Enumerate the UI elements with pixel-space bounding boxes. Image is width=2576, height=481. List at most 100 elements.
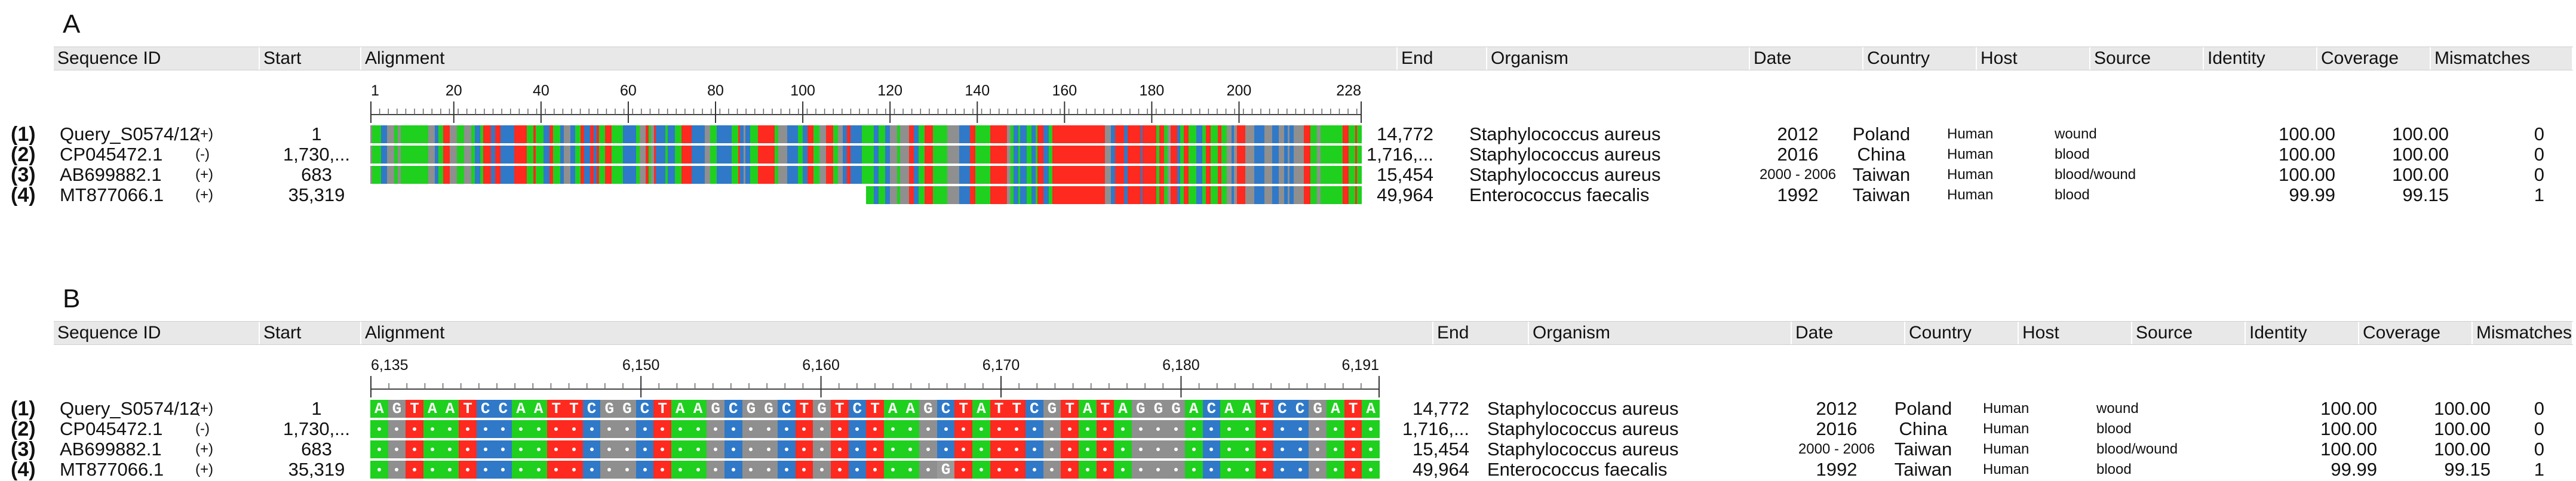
alignment-track[interactable] (370, 146, 1362, 164)
base-cell (1167, 400, 1186, 418)
col-mismatches[interactable]: Mismatches (2431, 47, 2573, 70)
col-date[interactable]: Date (1792, 322, 1905, 344)
match-dot (430, 448, 434, 451)
col-source[interactable]: Source (2090, 47, 2204, 70)
col-coverage[interactable]: Coverage (2359, 322, 2473, 344)
table-row[interactable]: (4) MT877066.1 (+) 35,319 49,964 Enterococcus… (0, 460, 2576, 480)
sequence-id[interactable]: CP045472.1 (60, 418, 163, 439)
match-dot (784, 468, 788, 471)
alignment-segment (797, 166, 803, 184)
table-row[interactable]: (3) AB699882.1 (+) 683 15,454 Staphylococcus … (0, 164, 2576, 186)
alignment-segment (904, 146, 910, 164)
col-identity[interactable]: Identity (2204, 47, 2317, 70)
alignment-track[interactable] (370, 166, 1362, 184)
alignment-segment (560, 146, 564, 164)
sequence-id[interactable]: AB699882.1 (60, 164, 162, 185)
col-alignment[interactable]: Alignment (361, 47, 1398, 70)
alignment-segment (1317, 146, 1322, 164)
sequence-id[interactable]: Query_S0574/12 (60, 398, 200, 419)
col-sequence-id[interactable]: Sequence ID (54, 322, 260, 344)
sequence-id[interactable]: AB699882.1 (60, 439, 162, 460)
col-mismatches[interactable]: Mismatches (2473, 322, 2573, 344)
match-dot (1351, 468, 1355, 471)
table-row[interactable]: (1) Query_S0574/12 (+) 1 14,772 Staphylococcu… (0, 398, 2576, 420)
base-letter: G (1171, 400, 1181, 418)
col-host[interactable]: Host (2019, 322, 2132, 344)
table-row[interactable]: (2) CP045472.1 (-) 1,730,... 1,716,... Staphy… (0, 144, 2576, 165)
alignment-segment (793, 166, 799, 184)
col-sequence-id[interactable]: Sequence ID (54, 47, 260, 70)
identity: 100.00 (2279, 144, 2335, 165)
table-row[interactable]: (3) AB699882.1 (+) 683 15,454 Staphylococcus … (0, 439, 2576, 460)
base-cell (547, 400, 566, 418)
base-letter: A (1331, 400, 1340, 418)
match-dot (837, 427, 842, 431)
alignment-segment (847, 125, 851, 143)
alignment-segment (1074, 146, 1081, 164)
organism: Staphylococcus aureus (1487, 398, 1679, 419)
alignment-segment (606, 166, 612, 184)
alignment-segment (1063, 186, 1068, 204)
match-dot (448, 427, 452, 431)
alignment-track[interactable] (370, 125, 1362, 143)
alignment-segment (438, 146, 444, 164)
sequence-id[interactable]: CP045472.1 (60, 144, 163, 165)
alignment-segment (681, 146, 689, 164)
alignment-track[interactable]: G (370, 461, 1380, 479)
match-dot (908, 468, 913, 471)
alignment-segment (819, 166, 827, 184)
col-identity[interactable]: Identity (2246, 322, 2359, 344)
alignment-segment (757, 125, 764, 143)
alignment-segment (480, 125, 484, 143)
start: 35,319 (288, 459, 345, 480)
alignment-segment (628, 146, 637, 164)
col-country[interactable]: Country (1863, 47, 1977, 70)
alignment-segment (738, 125, 741, 143)
alignment-track[interactable] (370, 186, 1362, 204)
col-date[interactable]: Date (1750, 47, 1863, 70)
col-organism[interactable]: Organism (1529, 322, 1792, 344)
col-start[interactable]: Start (260, 47, 361, 70)
alignment-segment (1043, 186, 1049, 204)
alignment-segment (1167, 186, 1172, 204)
match-dot (1192, 448, 1196, 451)
table-row[interactable]: (1) Query_S0574/12 (+) 1 14,772 Staphylococcu… (0, 124, 2576, 145)
col-start[interactable]: Start (260, 322, 361, 344)
table-row[interactable]: (2) CP045472.1 (-) 1,730,... 1,716,... Staphy… (0, 418, 2576, 440)
alignment-track[interactable] (370, 420, 1380, 438)
sequence-id[interactable]: MT877066.1 (60, 184, 164, 205)
sequence-id[interactable]: Query_S0574/12 (60, 124, 200, 144)
mismatches: 0 (2534, 398, 2544, 419)
col-end[interactable]: End (1433, 322, 1529, 344)
col-country[interactable]: Country (1905, 322, 2019, 344)
col-organism[interactable]: Organism (1487, 47, 1750, 70)
alignment-segment (1278, 125, 1285, 143)
alignment-track[interactable] (370, 440, 1380, 458)
match-dot (891, 448, 895, 451)
col-alignment[interactable]: Alignment (361, 322, 1433, 344)
alignment-segment (1031, 166, 1036, 184)
col-end[interactable]: End (1398, 47, 1487, 70)
alignment-segment (490, 166, 496, 184)
alignment-segment (1127, 146, 1131, 164)
alignment-segment (819, 125, 827, 143)
col-coverage[interactable]: Coverage (2317, 47, 2431, 70)
table-row[interactable]: (4) MT877066.1 (+) 35,319 49,964 Enterococcus… (0, 184, 2576, 206)
alignment-segment (990, 146, 995, 164)
col-host[interactable]: Host (1977, 47, 2090, 70)
alignment-segment (984, 125, 991, 143)
alignment-segment (617, 146, 624, 164)
sequence-id[interactable]: MT877066.1 (60, 459, 164, 480)
alignment-segment (704, 125, 711, 143)
base-letter: T (1260, 400, 1270, 418)
alignment-segment (1260, 146, 1265, 164)
base-letter: T (658, 400, 667, 418)
match-dot (1333, 427, 1337, 431)
alignment-segment (1294, 186, 1298, 204)
alignment-segment (1036, 125, 1038, 143)
alignment-segment (450, 146, 458, 164)
alignment-segment (639, 146, 646, 164)
alignment-segment (1080, 146, 1083, 164)
col-source[interactable]: Source (2132, 322, 2246, 344)
